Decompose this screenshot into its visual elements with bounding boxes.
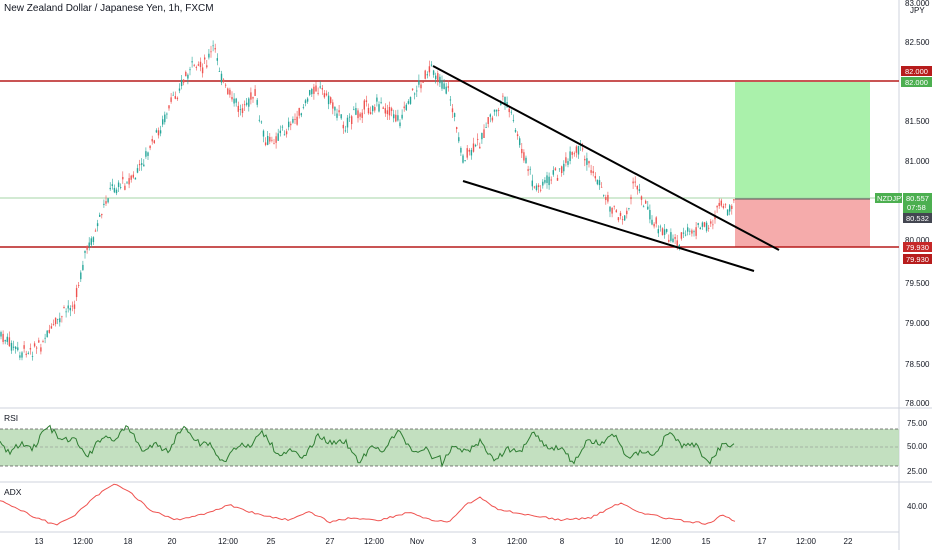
target-price-text: 82.000 [905, 78, 928, 87]
time-tick-label: 8 [560, 537, 565, 546]
time-tick-label: 12:00 [73, 537, 94, 546]
time-tick-label: 25 [267, 537, 276, 546]
time-tick-label: 12:00 [796, 537, 817, 546]
resistance-price-text: 82.000 [905, 67, 928, 76]
price-tick-label: 82.500 [905, 38, 930, 47]
price-tick-label: 81.000 [905, 157, 930, 166]
support-price-text-b: 79.930 [906, 255, 929, 264]
time-tick-label: Nov [410, 537, 424, 546]
stop-zone[interactable] [735, 199, 870, 247]
rsi-title: RSI [4, 413, 19, 423]
time-tick-label: 18 [124, 537, 133, 546]
symbol-tag [875, 193, 902, 203]
price-tick-label: 81.500 [905, 117, 930, 126]
resistance-price-tag [901, 66, 932, 76]
symbol-title[interactable]: New Zealand Dollar / Japanese Yen, 1h, F… [4, 3, 214, 14]
adx-title: ADX [4, 487, 22, 497]
countdown-text: 07:58 [907, 203, 926, 212]
time-tick-label: 12:00 [651, 537, 672, 546]
price-tick-label: 80.000 [905, 236, 930, 245]
time-scale[interactable]: 13 12:00 18 20 12:00 25 27 12:00 Nov 3 12:00 8 10 12:… [35, 537, 853, 546]
last-price-text: 80.557 [906, 194, 929, 203]
time-tick-label: 20 [168, 537, 177, 546]
adx-tick-label: 40.00 [907, 502, 928, 511]
rsi-scale: 75.00 50.00 25.00 [907, 419, 928, 476]
price-tick-label: 78.000 [905, 399, 930, 408]
support-price-tag-a [903, 242, 932, 252]
time-tick-label: 13 [35, 537, 44, 546]
price-tick-label: 78.500 [905, 360, 930, 369]
price-tick-label: 83.000 [905, 0, 930, 8]
time-tick-label: 12:00 [507, 537, 528, 546]
currency-label: JPY [910, 6, 925, 15]
bid-price-text: 80.532 [906, 214, 929, 223]
time-tick-label: 12:00 [364, 537, 385, 546]
rsi-tick-label: 50.00 [907, 442, 928, 451]
adx-line[interactable] [0, 483, 736, 526]
support-price-tag-b [903, 254, 932, 264]
wedge-lower-trendline[interactable] [462, 180, 755, 272]
price-tick-label: 79.500 [905, 279, 930, 288]
time-tick-label: 27 [326, 537, 335, 546]
rsi-band [0, 429, 899, 466]
last-price-tag [903, 193, 932, 213]
support-price-text-a: 79.930 [906, 243, 929, 252]
candles-layer [0, 40, 735, 361]
rsi-line[interactable] [0, 424, 735, 468]
target-price-tag [901, 77, 932, 87]
time-tick-label: 17 [758, 537, 767, 546]
price-tick-label: 79.000 [905, 319, 930, 328]
rsi-tick-label: 75.00 [907, 419, 928, 428]
time-tick-label: 15 [702, 537, 711, 546]
symbol-text: NZDJPY [877, 194, 906, 203]
rsi-tick-label: 25.00 [907, 467, 928, 476]
target-zone[interactable] [735, 82, 870, 199]
wedge-upper-trendline[interactable] [432, 65, 780, 251]
time-tick-label: 10 [615, 537, 624, 546]
time-tick-label: 3 [472, 537, 477, 546]
bid-price-tag [903, 213, 932, 223]
adx-scale: 40.00 [907, 502, 928, 511]
time-tick-label: 22 [844, 537, 853, 546]
time-tick-label: 12:00 [218, 537, 239, 546]
